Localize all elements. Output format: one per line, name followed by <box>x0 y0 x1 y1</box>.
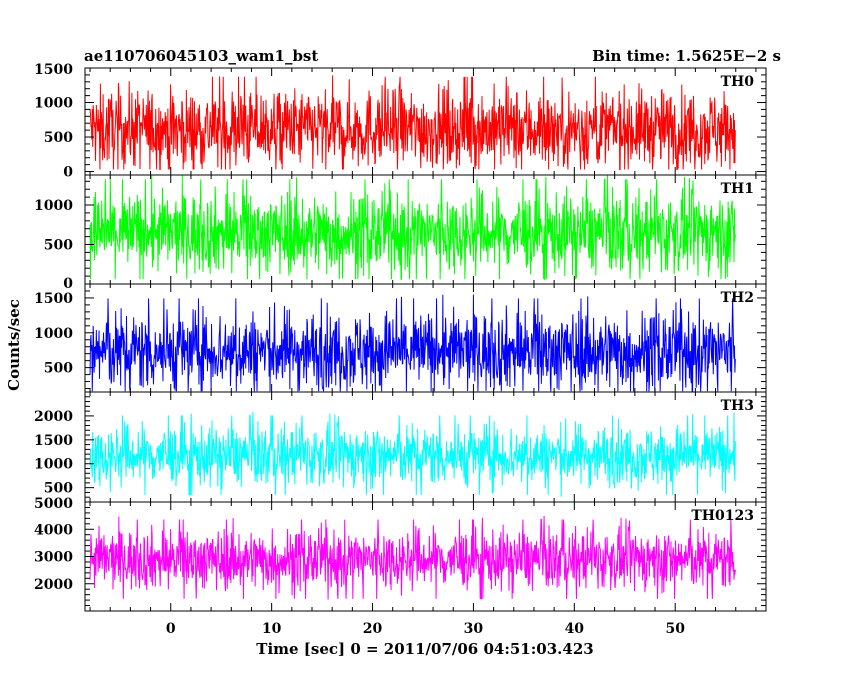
series-line-th2 <box>89 294 736 392</box>
y-tick-label: 1000 <box>34 457 73 473</box>
y-tick-label: 500 <box>44 130 73 146</box>
panels: 0 500 1000 1500 TH0 0 500 1000 TH1 500 1000 1500 TH2… <box>34 62 767 612</box>
series-label-th2: TH2 <box>721 290 754 306</box>
y-tick-label: 500 <box>44 481 73 497</box>
y-tick-label: 500 <box>44 361 73 377</box>
y-tick-label: 1000 <box>34 96 73 112</box>
y-tick-label: 2000 <box>34 577 73 593</box>
y-tick-label: 5000 <box>34 496 73 512</box>
panel-th3: 500 1000 1500 2000 TH3 <box>34 391 767 503</box>
series-line-th1 <box>89 175 736 280</box>
bin-time-label: Bin time: 1.5625E−2 s <box>592 47 781 65</box>
x-tick-label: 10 <box>262 621 282 637</box>
x-tick-label: 30 <box>464 621 484 637</box>
series-label-th3: TH3 <box>721 398 754 414</box>
y-tick-label: 1500 <box>34 433 73 449</box>
x-tick-label: 40 <box>565 621 585 637</box>
series-line-th0 <box>89 75 736 170</box>
panel-th0123: 2000 3000 4000 5000 TH0123 <box>34 496 767 612</box>
y-tick-label: 4000 <box>34 522 73 538</box>
y-tick-label: 1500 <box>34 291 73 307</box>
series-line-th0123 <box>89 516 736 600</box>
y-tick-label: 1000 <box>34 326 73 342</box>
y-tick-label: 500 <box>44 238 73 254</box>
y-tick-label: 1000 <box>34 198 73 214</box>
x-tick-label: 50 <box>665 621 685 637</box>
series-line-th3 <box>89 411 736 497</box>
y-tick-label: 2000 <box>34 409 73 425</box>
series-label-th0: TH0 <box>721 74 755 90</box>
y-tick-label: 0 <box>63 165 73 181</box>
chart-title: ae110706045103_wam1_bst <box>84 47 318 65</box>
y-tick-label: 1500 <box>34 62 73 78</box>
x-tick-label: 20 <box>363 621 383 637</box>
series-label-th0123: TH0123 <box>691 508 754 524</box>
y-tick-label: 0 <box>63 276 73 292</box>
x-tick-label: 0 <box>166 621 176 637</box>
series-label-th1: TH1 <box>721 181 754 197</box>
panel-th1: 0 500 1000 TH1 <box>34 174 767 292</box>
x-axis: 0 10 20 30 40 50 <box>166 621 685 637</box>
y-axis-title: Counts/sec <box>5 299 23 391</box>
panel-th0: 0 500 1000 1500 TH0 <box>34 62 767 181</box>
x-axis-title: Time [sec] 0 = 2011/07/06 04:51:03.423 <box>256 640 593 658</box>
y-tick-label: 3000 <box>34 550 73 566</box>
panel-th2: 500 1000 1500 TH2 <box>34 283 767 393</box>
